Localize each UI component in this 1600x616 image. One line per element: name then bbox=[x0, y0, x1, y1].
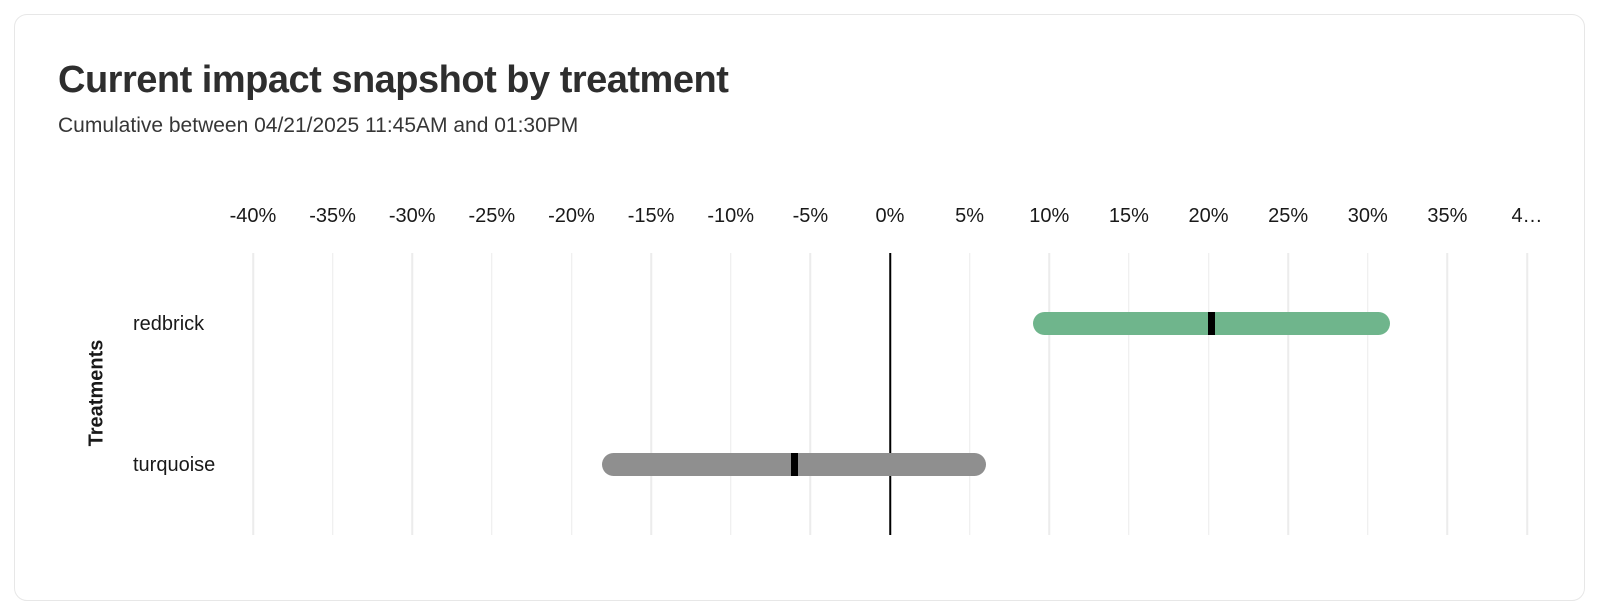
x-axis-tick-labels: -40% -35% -30% -25% -20% -15% -10% -5% 0% 5% 10% 15… bbox=[230, 201, 1543, 231]
x-tick-label: -20% bbox=[548, 205, 595, 227]
gridline bbox=[809, 253, 812, 535]
x-tick-label: -30% bbox=[388, 205, 436, 227]
x-tick-label: 15% bbox=[1108, 205, 1149, 227]
y-axis-title: Treatments bbox=[85, 339, 108, 447]
gridline bbox=[1367, 253, 1369, 535]
gridline bbox=[1446, 253, 1449, 535]
gridline bbox=[730, 253, 732, 535]
x-tick-label: 0% bbox=[875, 205, 905, 227]
gridline bbox=[968, 253, 971, 535]
zero-line bbox=[889, 253, 891, 535]
gridline bbox=[491, 253, 493, 535]
plot-area bbox=[252, 253, 1528, 535]
gridline bbox=[1048, 253, 1050, 535]
row-label-turquoise: turquoise bbox=[133, 453, 216, 476]
x-tick-label: 25% bbox=[1268, 205, 1309, 227]
gridline bbox=[252, 253, 254, 535]
gridline bbox=[331, 253, 334, 535]
x-tick-label: 20% bbox=[1188, 205, 1229, 227]
gridline bbox=[411, 253, 413, 535]
gridline bbox=[650, 253, 652, 535]
x-tick-label: 35% bbox=[1427, 205, 1468, 227]
gridline bbox=[1526, 253, 1528, 535]
gridline bbox=[1207, 253, 1210, 535]
x-tick-label: 10% bbox=[1029, 205, 1070, 227]
x-tick-label: -10% bbox=[707, 205, 755, 227]
interval-bar-turquoise[interactable] bbox=[601, 453, 986, 476]
x-tick-label: -25% bbox=[468, 205, 516, 227]
x-tick-label: -15% bbox=[627, 205, 675, 227]
x-tick-label: 30% bbox=[1347, 205, 1388, 227]
interval-bar-redbrick[interactable] bbox=[1033, 312, 1391, 335]
chart-title: Current impact snapshot by treatment bbox=[58, 59, 729, 101]
x-tick-label: -40% bbox=[229, 205, 277, 227]
gridline bbox=[1128, 253, 1130, 535]
chart-subtitle: Cumulative between 04/21/2025 11:45AM an… bbox=[58, 114, 579, 137]
x-tick-label: 5% bbox=[955, 205, 985, 227]
row-label-redbrick: redbrick bbox=[133, 312, 205, 335]
point-estimate-marker bbox=[790, 453, 798, 476]
x-tick-label: 4… bbox=[1511, 205, 1543, 227]
x-tick-label: -5% bbox=[792, 205, 829, 227]
point-estimate-marker bbox=[1208, 312, 1216, 335]
gridline bbox=[1287, 253, 1289, 535]
x-tick-label: -35% bbox=[309, 205, 356, 227]
chart-card: Current impact snapshot by treatment Cum… bbox=[14, 14, 1585, 601]
gridline bbox=[570, 253, 573, 535]
